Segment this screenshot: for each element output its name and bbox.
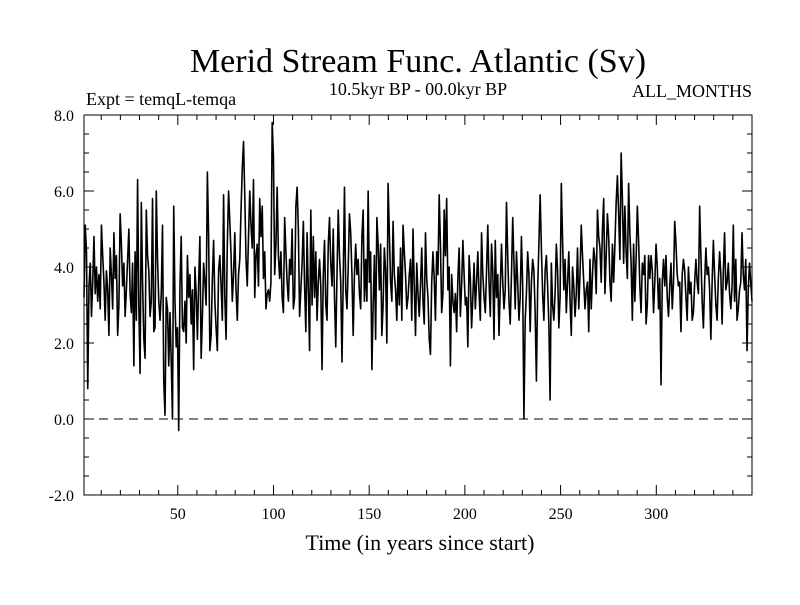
y-tick-label: 8.0 <box>54 108 74 125</box>
y-tick-label: 6.0 <box>54 184 74 201</box>
y-tick-labels: -2.0 0.0 2.0 4.0 6.0 8.0 <box>49 108 74 505</box>
x-tick-label: 50 <box>170 506 186 523</box>
experiment-label: Expt = temqL-temqa <box>86 89 236 109</box>
x-tick-label: 200 <box>453 506 477 523</box>
y-tick-label: 4.0 <box>54 260 74 277</box>
x-axis-label: Time (in years since start) <box>306 530 535 555</box>
months-label: ALL_MONTHS <box>632 81 752 101</box>
x-tick-label: 250 <box>549 506 573 523</box>
series-layer <box>83 121 753 432</box>
x-tick-label: 100 <box>261 506 285 523</box>
series-line <box>83 121 753 432</box>
y-tick-label: 0.0 <box>54 412 74 429</box>
axis-ticks <box>84 114 753 496</box>
time-range-label: 10.5kyr BP - 00.0kyr BP <box>329 79 507 99</box>
x-tick-labels: 50 100 150 200 250 300 <box>170 506 669 523</box>
chart-title: Merid Stream Func. Atlantic (Sv) <box>190 43 646 80</box>
y-tick-label: -2.0 <box>49 488 74 505</box>
x-tick-label: 150 <box>357 506 381 523</box>
y-tick-label: 2.0 <box>54 336 74 353</box>
plot-frame <box>83 114 753 496</box>
x-tick-label: 300 <box>644 506 668 523</box>
